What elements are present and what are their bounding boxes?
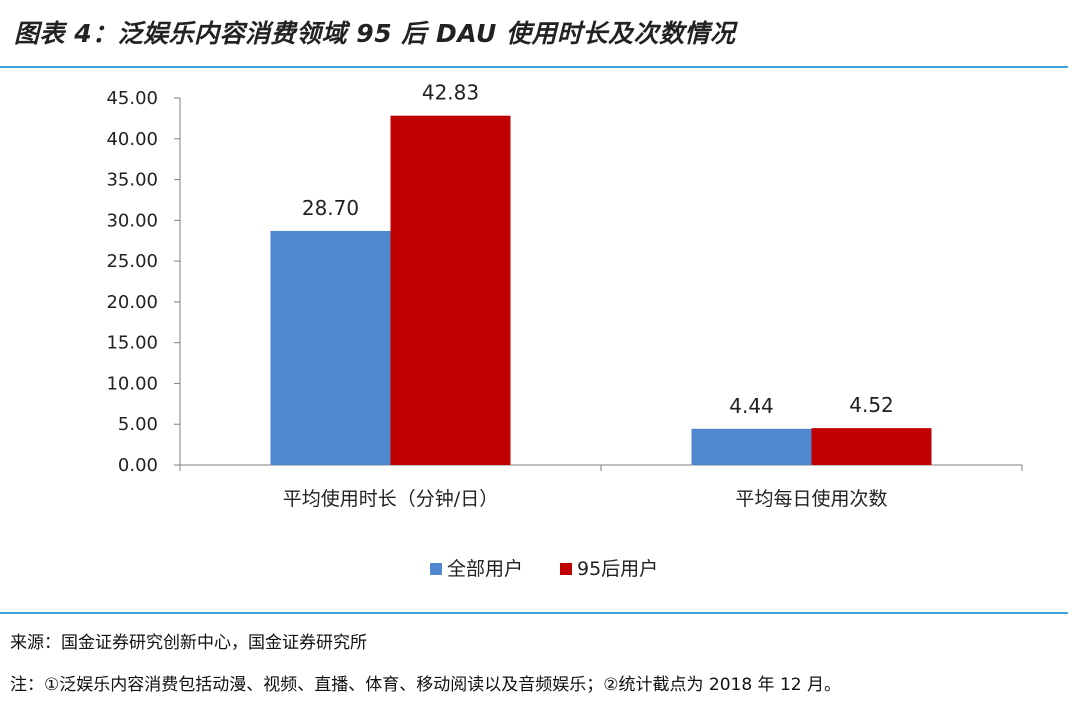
footnote: 注：①泛娱乐内容消费包括动漫、视频、直播、体育、移动阅读以及音频娱乐；②统计截点… <box>10 675 841 695</box>
source-note: 来源：国金证券研究创新中心，国金证券研究所 <box>10 633 367 653</box>
y-tick-label: 15.00 <box>106 333 158 354</box>
title-divider <box>0 66 1068 68</box>
y-tick-label: 30.00 <box>106 210 158 231</box>
data-label: 4.44 <box>729 394 774 418</box>
data-label: 28.70 <box>302 196 359 220</box>
data-label: 42.83 <box>422 81 479 105</box>
chart-legend: 全部用户 95后用户 <box>430 558 658 580</box>
bar <box>390 115 511 465</box>
chart-bars: 28.70 42.83 4.44 4.52 <box>270 81 932 465</box>
y-tick-label: 25.00 <box>106 251 158 272</box>
y-tick-label: 20.00 <box>106 292 158 313</box>
legend-label: 全部用户 <box>447 558 523 580</box>
chart-title: 图表 4：泛娱乐内容消费领域 95 后 DAU 使用时长及次数情况 <box>14 19 736 48</box>
legend-swatch <box>560 563 572 575</box>
y-tick-label: 45.00 <box>106 88 158 109</box>
y-tick-label: 10.00 <box>106 373 158 394</box>
y-tick-label: 5.00 <box>118 414 158 435</box>
legend-label: 95后用户 <box>577 558 658 580</box>
footer-divider <box>0 612 1068 614</box>
bar <box>691 428 812 465</box>
bar <box>811 428 932 465</box>
x-tick-label: 平均每日使用次数 <box>735 488 887 510</box>
bar <box>270 230 391 465</box>
bar-chart: 0.00 5.00 10.00 15.00 20.00 25.00 30.00 35.00 40… <box>106 81 1023 580</box>
chart-axes: 0.00 5.00 10.00 15.00 20.00 25.00 30.00 35.00 40… <box>106 88 1023 510</box>
legend-swatch <box>430 563 442 575</box>
x-tick-label: 平均使用时长（分钟/日） <box>283 488 498 510</box>
y-tick-label: 35.00 <box>106 170 158 191</box>
y-tick-label: 40.00 <box>106 129 158 150</box>
data-label: 4.52 <box>849 393 894 417</box>
y-tick-label: 0.00 <box>118 455 158 476</box>
